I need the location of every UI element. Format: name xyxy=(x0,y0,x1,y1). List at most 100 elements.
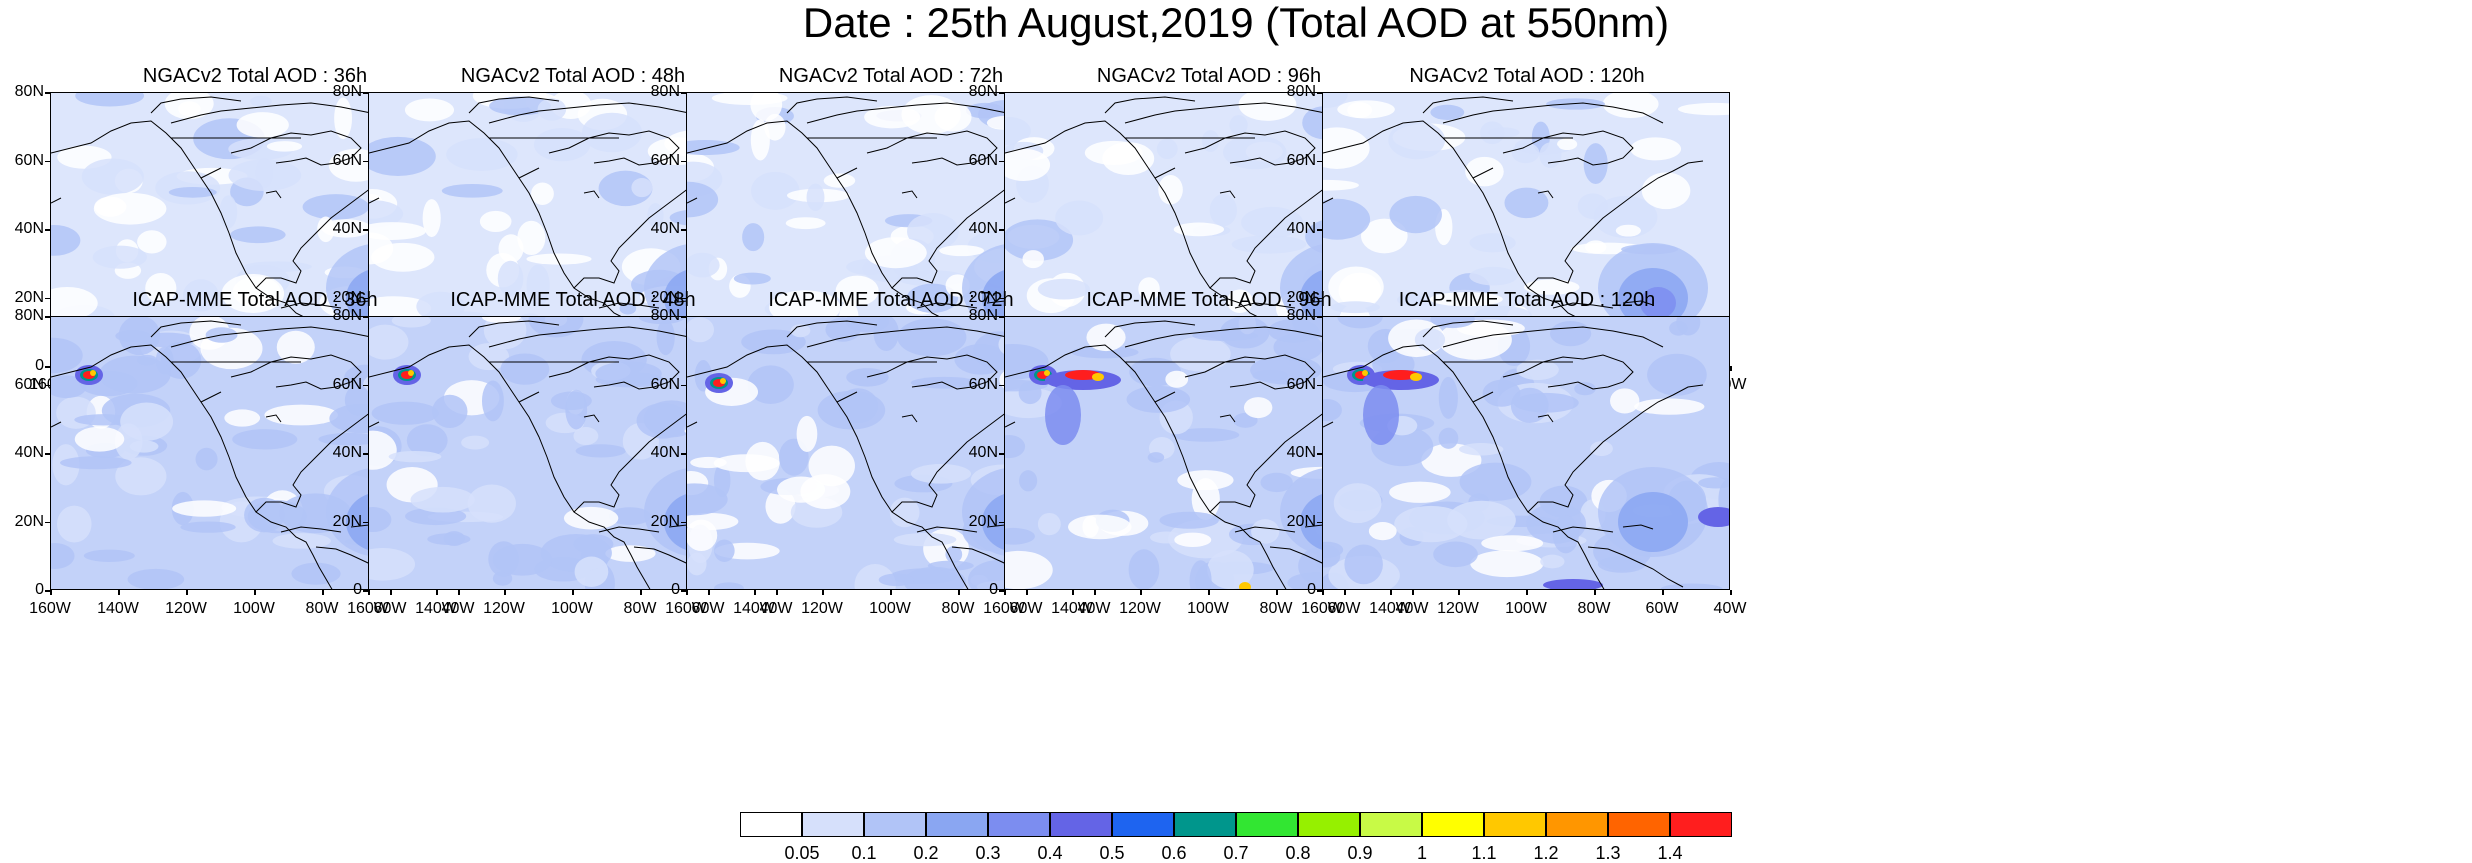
aod-patch xyxy=(1323,544,1341,568)
aod-patch xyxy=(581,112,643,153)
coastline xyxy=(1323,421,1334,428)
lon-tick-mark xyxy=(776,590,778,595)
colorbar-cell xyxy=(1670,812,1732,837)
aod-patch xyxy=(1641,172,1691,210)
aod-patch xyxy=(219,195,238,229)
lat-tick-label: 20N xyxy=(14,288,44,306)
lat-tick-mark xyxy=(363,453,368,455)
lon-tick-label: 80W xyxy=(623,600,657,617)
aod-patch xyxy=(1585,240,1607,254)
aod-patch xyxy=(410,486,475,513)
lat-tick-mark xyxy=(681,297,686,299)
aod-patch xyxy=(408,370,414,376)
lon-tick-label: 80W xyxy=(305,600,339,617)
lat-tick-mark xyxy=(681,521,686,523)
colorbar-cell xyxy=(988,812,1050,837)
coastline xyxy=(1184,354,1316,390)
lon-tick-mark xyxy=(1094,590,1096,595)
aod-patch xyxy=(751,171,800,210)
lat-tick-mark xyxy=(999,521,1004,523)
aod-patch xyxy=(1147,452,1165,463)
coastline xyxy=(1323,344,1605,589)
aod-patch xyxy=(489,96,551,116)
aod-patch xyxy=(369,430,397,470)
lon-tick-label: 160W xyxy=(983,600,1025,617)
lat-tick-label: 60N xyxy=(332,151,362,169)
aod-patch xyxy=(1209,194,1237,227)
lat-tick-mark xyxy=(45,521,50,523)
aod-patch xyxy=(1487,127,1520,138)
aod-patch xyxy=(51,286,98,320)
aod-patch xyxy=(1337,317,1383,329)
colorbar-label: 0.4 xyxy=(1037,843,1063,863)
lon-tick-mark xyxy=(1458,590,1460,595)
aod-patch xyxy=(56,505,92,543)
aod-patch xyxy=(1086,323,1126,352)
aod-patch xyxy=(1438,376,1458,419)
lat-tick-mark xyxy=(45,384,50,386)
aod-patch xyxy=(1005,435,1026,459)
aod-patch xyxy=(266,141,303,152)
coastline xyxy=(1005,421,1016,428)
lat-tick-mark xyxy=(45,316,50,318)
aod-patch xyxy=(1389,195,1442,234)
coastline xyxy=(583,414,600,423)
colorbar-cell xyxy=(864,812,926,837)
coastline xyxy=(1219,190,1236,199)
lat-tick-mark xyxy=(681,384,686,386)
lat-tick-label: 80N xyxy=(968,83,998,100)
aod-patch xyxy=(51,337,83,374)
colorbar-label: 1.2 xyxy=(1533,843,1559,863)
lat-tick-mark xyxy=(999,92,1004,94)
lat-tick-mark xyxy=(363,590,368,592)
aod-patch xyxy=(1511,142,1540,164)
aod-patch xyxy=(790,324,811,338)
aod-patch xyxy=(1539,142,1562,169)
aod-patch xyxy=(479,210,512,232)
colorbar-label: 0.9 xyxy=(1347,843,1373,863)
coastline xyxy=(687,197,698,204)
lat-tick-mark xyxy=(681,92,686,94)
lon-tick-mark xyxy=(1276,590,1278,595)
aod-patch xyxy=(81,158,144,195)
aod-patch xyxy=(344,384,371,416)
aod-patch xyxy=(903,566,966,589)
aod-patch xyxy=(1044,370,1050,376)
coastline xyxy=(150,320,242,338)
aod-patch xyxy=(714,539,735,562)
lat-tick-mark xyxy=(1317,92,1322,94)
aod-patch xyxy=(500,353,550,385)
aod-patch xyxy=(906,283,959,313)
colorbar-cell xyxy=(1236,812,1298,837)
aod-patch xyxy=(1260,472,1293,493)
aod-patch xyxy=(1363,385,1399,445)
aod-patch xyxy=(60,456,132,470)
colorbar-cell xyxy=(1608,812,1670,837)
panel-title: NGACv2 Total AOD : 72h xyxy=(778,65,1004,87)
coastline xyxy=(488,102,710,124)
lon-tick-mark xyxy=(504,590,506,595)
lat-tick-label: 60N xyxy=(968,375,998,393)
lon-tick-mark xyxy=(1730,590,1732,595)
aod-patch xyxy=(1219,317,1270,349)
aod-patch xyxy=(1065,370,1101,380)
coastline xyxy=(1442,326,1664,348)
aod-patch xyxy=(526,264,550,307)
lon-tick-label: 80W xyxy=(941,600,975,617)
aod-field xyxy=(1323,317,1729,589)
coastline xyxy=(901,414,918,423)
aod-patch xyxy=(1590,441,1613,457)
coastline xyxy=(518,391,540,403)
aod-patch xyxy=(1677,102,1729,116)
lon-tick-label: 160W xyxy=(347,600,389,617)
panel-title: ICAP-MME Total AOD : 72h xyxy=(768,289,1014,311)
coastline xyxy=(1323,197,1334,204)
aod-patch xyxy=(608,507,652,526)
aod-patch xyxy=(98,355,171,394)
colorbar-label: 0.05 xyxy=(784,843,820,863)
aod-patch xyxy=(1361,218,1408,254)
aod-patch xyxy=(183,279,219,312)
aod-patch xyxy=(687,181,719,218)
lat-tick-mark xyxy=(1317,590,1322,592)
lat-tick-mark xyxy=(1317,453,1322,455)
